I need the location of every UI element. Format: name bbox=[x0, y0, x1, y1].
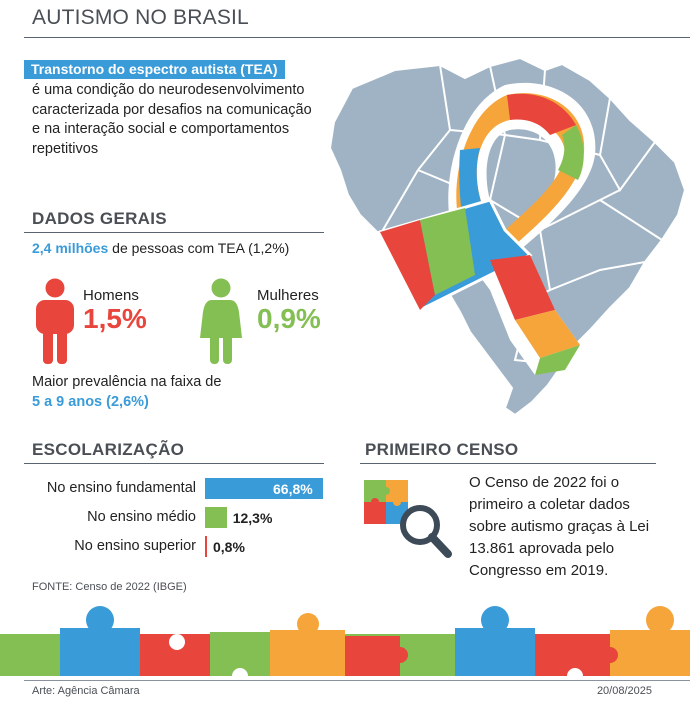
chart-rule bbox=[24, 463, 324, 464]
age-line-1: Maior prevalência na faixa de bbox=[32, 374, 222, 390]
total-highlight: 2,4 milhões bbox=[32, 240, 109, 256]
footer-credit: Arte: Agência Câmara bbox=[32, 685, 140, 697]
censo-text: O Censo de 2022 foi o primeiro a coletar… bbox=[469, 474, 650, 579]
footer-date: 20/08/2025 bbox=[596, 685, 652, 697]
bar-label: No ensino superior bbox=[74, 538, 196, 554]
escolarizacao-chart: No ensino fundamental 66,8% No ensino médi… bbox=[0, 478, 340, 562]
dados-gerais-rule bbox=[24, 232, 324, 233]
total-line: 2,4 milhões de pessoas com TEA (1,2%) bbox=[32, 240, 289, 256]
footer-rule bbox=[24, 680, 690, 681]
male-person-icon bbox=[36, 278, 74, 364]
source-note: FONTE: Censo de 2022 (IBGE) bbox=[32, 581, 187, 593]
bar bbox=[205, 507, 227, 528]
header-rule bbox=[24, 37, 690, 38]
page-title: AUTISMO NO BRASIL bbox=[32, 6, 249, 29]
dados-gerais-heading: DADOS GERAIS bbox=[32, 209, 167, 228]
bar-label: No ensino médio bbox=[87, 509, 196, 525]
awareness-ribbon-icon bbox=[377, 82, 596, 375]
men-label: Homens bbox=[83, 287, 139, 304]
puzzle-magnifier-icon bbox=[364, 480, 452, 558]
brazil-map bbox=[328, 56, 687, 417]
tea-description: é uma condição do neurodesenvolvimento c… bbox=[32, 82, 312, 157]
total-rest: de pessoas com TEA (1,2%) bbox=[108, 240, 290, 256]
female-person-icon bbox=[200, 278, 242, 364]
men-value: 1,5% bbox=[83, 303, 147, 334]
bar bbox=[205, 478, 323, 499]
women-label: Mulheres bbox=[257, 287, 319, 304]
bar-value-label: 12,3% bbox=[232, 510, 273, 526]
age-line-2: 5 a 9 anos (2,6%) bbox=[32, 394, 149, 410]
tea-term-label: Transtorno do espectro autista (TEA) bbox=[24, 60, 285, 79]
bar bbox=[205, 536, 207, 557]
chart-title: ESCOLARIZAÇÃO bbox=[32, 440, 185, 459]
censo-heading: PRIMEIRO CENSO bbox=[365, 440, 519, 459]
censo-rule bbox=[360, 463, 656, 464]
bar-label: No ensino fundamental bbox=[46, 480, 196, 496]
bar-value-label: 66,8% bbox=[273, 481, 313, 497]
puzzle-strip bbox=[0, 606, 690, 678]
bar-value-label: 0,8% bbox=[213, 539, 245, 555]
women-value: 0,9% bbox=[257, 303, 321, 334]
